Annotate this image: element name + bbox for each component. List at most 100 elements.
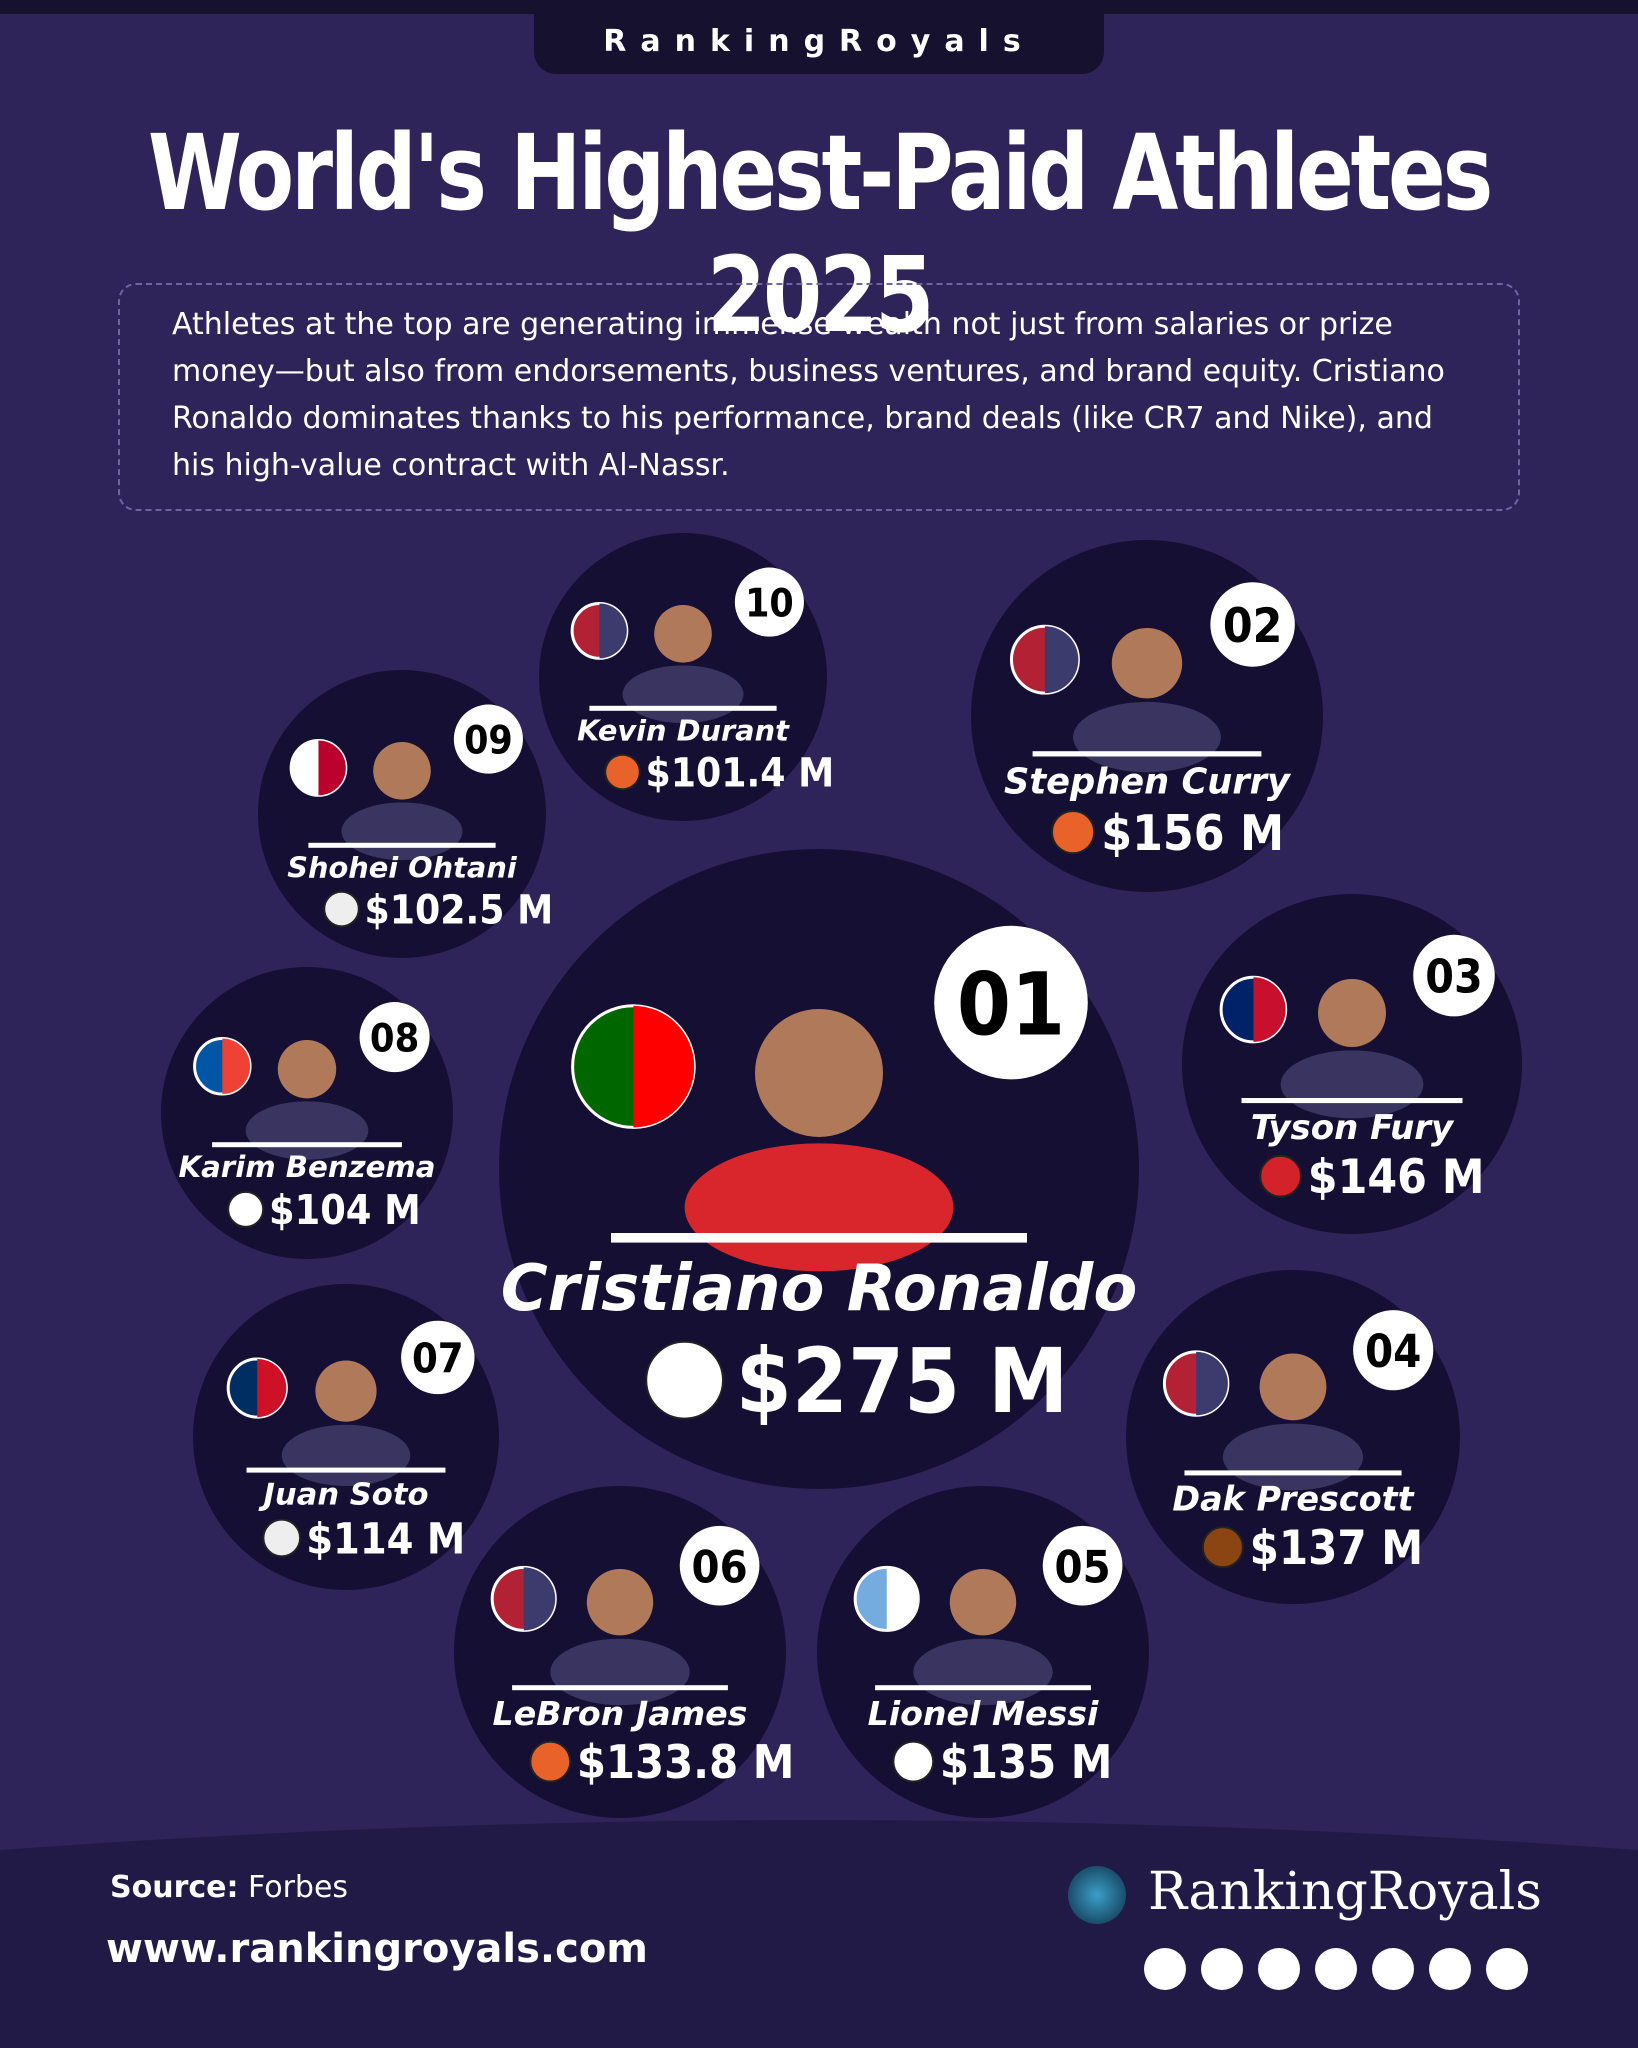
rank-badge [1042,1525,1123,1606]
top-bar [0,0,1638,14]
footer-brand: RankingRoyals [1148,1862,1542,1922]
social-icon[interactable] [1201,1948,1243,1990]
earnings: $135 M [940,1735,1113,1789]
rank-badge [1413,934,1495,1017]
rank-badge [734,567,804,637]
divider [875,1685,1091,1691]
flag-part [318,740,346,796]
social-icon[interactable] [1429,1948,1471,1990]
rank-badge [359,1002,430,1073]
earnings: $104 M [269,1186,421,1234]
source-label: Source: [110,1870,239,1905]
flag-part [222,1038,251,1095]
sport-icon [645,1340,724,1420]
divider [308,842,496,848]
earnings: $137 M [1250,1522,1424,1576]
athlete-name: Dak Prescott [1172,1479,1414,1518]
sport-icon [1259,1154,1302,1198]
rank-badge [679,1525,760,1606]
source-value: Forbes [238,1870,349,1905]
athlete-name: Cristiano Ronaldo [501,1252,1138,1326]
website[interactable]: www.rankingroyals.com [106,1926,648,1972]
rank-badge [1210,582,1295,667]
athlete-name: Shohei Ohtani [287,850,518,884]
athlete-name: Stephen Curry [1004,761,1292,802]
athlete-name: Juan Soto [258,1477,429,1512]
photo-head [654,605,712,663]
divider [512,1685,728,1691]
divider [212,1142,402,1148]
athlete-name: Lionel Messi [868,1694,1099,1733]
flag-part [1196,1351,1228,1416]
title: World's Highest-Paid Athletes 2025 [147,112,1493,356]
earnings: $102.5 M [365,886,554,933]
athlete-name: Karim Benzema [178,1150,435,1184]
logo [1068,1866,1126,1924]
social-icon[interactable] [1486,1948,1528,1990]
flag-part [1253,977,1286,1042]
earnings: $275 M [736,1330,1069,1434]
divider [246,1467,446,1473]
photo-head [1259,1353,1327,1421]
athlete-name: LeBron James [493,1694,748,1733]
photo-head [1318,979,1386,1047]
rank: 03 [1425,950,1482,1004]
rank: 06 [692,1540,748,1593]
flag-part [599,603,627,659]
photo-head [315,1360,377,1422]
rank: 02 [1223,599,1283,654]
description: Athletes at the top are generating immen… [118,283,1520,511]
photo-head [373,742,431,800]
photo-head [277,1040,337,1099]
social-icon[interactable] [1372,1948,1414,1990]
social-icon[interactable] [1258,1948,1300,1990]
divider [1241,1098,1463,1104]
photo-head [949,1569,1017,1636]
rank: 07 [412,1335,464,1383]
sport-icon [892,1740,935,1783]
brand-tab: RankingRoyals [534,14,1104,74]
footer-band [0,1820,1638,2048]
rank: 09 [464,719,513,764]
social-icons [1144,1948,1528,1990]
divider [611,1233,1027,1243]
flag-part [633,1005,695,1128]
earnings: $114 M [306,1514,465,1564]
source: Source: Forbes [110,1870,348,1905]
athlete-name: Tyson Fury [1251,1108,1455,1148]
sport-icon [1050,810,1096,855]
photo-head [755,1009,883,1137]
earnings: $156 M [1101,804,1284,862]
athlete-name: Kevin Durant [577,713,790,747]
sport-icon [529,1740,572,1783]
sport-icon [1201,1526,1244,1569]
rank: 10 [745,582,794,627]
flag-part [257,1358,287,1418]
sport-icon [604,753,641,791]
rank-badge [453,704,523,774]
social-icon[interactable] [1144,1948,1186,1990]
sport-icon [323,890,360,928]
earnings: $101.4 M [646,749,835,796]
photo-head [586,1569,654,1636]
rank-badge [1353,1310,1434,1391]
flag-part [1044,626,1079,694]
rank-badge [934,925,1088,1080]
sport-icon [262,1518,302,1558]
rank: 01 [957,956,1065,1056]
earnings: $146 M [1308,1150,1485,1205]
divider [589,705,777,711]
rank: 04 [1365,1325,1421,1378]
rank: 08 [370,1016,419,1062]
divider [1184,1470,1402,1476]
earnings: $133.8 M [577,1735,794,1789]
flag-part [886,1567,919,1631]
divider [1032,751,1262,757]
sport-icon [227,1190,265,1228]
rank: 05 [1055,1540,1111,1593]
rank-badge [401,1320,475,1395]
social-icon[interactable] [1315,1948,1357,1990]
photo-head [1111,628,1183,699]
